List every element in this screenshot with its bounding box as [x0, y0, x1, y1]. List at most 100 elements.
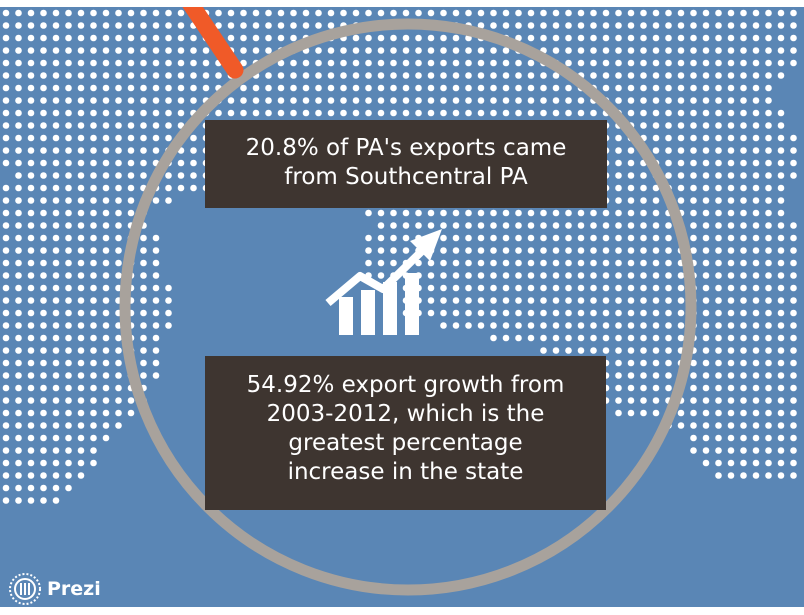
map-dot — [640, 397, 647, 404]
map-dot — [115, 422, 122, 429]
map-dot — [652, 34, 660, 42]
map-dot — [540, 9, 547, 17]
map-dot — [727, 59, 735, 67]
map-dot — [640, 84, 647, 92]
map-dot — [740, 384, 747, 392]
map-dot — [590, 234, 597, 242]
map-dot — [752, 384, 760, 392]
map-dot — [615, 359, 622, 367]
map-dot — [440, 297, 447, 304]
map-dot — [577, 47, 585, 54]
map-dot — [515, 234, 522, 242]
map-dot — [65, 334, 72, 342]
map-dot — [15, 347, 22, 354]
map-dot — [665, 322, 672, 329]
map-dot — [665, 172, 672, 179]
map-dot — [727, 372, 735, 379]
map-dot — [765, 409, 772, 417]
map-dot — [577, 222, 585, 229]
map-dot — [702, 372, 710, 379]
map-dot — [90, 309, 97, 317]
map-dot — [352, 47, 360, 54]
map-dot — [502, 234, 510, 242]
map-dot — [40, 109, 47, 117]
map-dot — [690, 59, 697, 67]
map-dot — [590, 284, 597, 292]
map-dot — [102, 309, 110, 317]
map-dot — [765, 159, 772, 167]
map-dot — [665, 272, 672, 279]
map-dot — [702, 9, 710, 17]
map-dot — [440, 84, 447, 92]
map-dot — [477, 297, 485, 304]
map-dot — [40, 297, 47, 304]
map-dot — [415, 72, 422, 79]
map-dot — [27, 409, 35, 417]
map-dot — [252, 97, 260, 104]
map-dot — [552, 34, 560, 42]
map-dot — [715, 297, 722, 304]
map-dot — [427, 9, 435, 17]
map-dot — [727, 347, 735, 354]
map-dot — [727, 259, 735, 267]
map-dot — [677, 59, 685, 67]
map-dot — [490, 272, 497, 279]
map-dot — [715, 222, 722, 229]
map-dot — [590, 272, 597, 279]
map-dot — [440, 209, 447, 217]
map-dot — [290, 59, 297, 67]
map-dot — [502, 334, 510, 342]
map-dot — [152, 272, 160, 279]
map-dot — [227, 34, 235, 42]
map-dot — [677, 172, 685, 179]
map-dot — [152, 247, 160, 254]
map-dot — [177, 109, 185, 117]
accent-stroke — [182, 7, 244, 79]
map-dot — [752, 334, 760, 342]
map-dot — [527, 309, 535, 317]
prezi-logo-text: Prezi — [47, 578, 101, 600]
map-dot — [402, 97, 410, 104]
map-dot — [740, 459, 747, 467]
map-dot — [465, 247, 472, 254]
map-dot — [740, 447, 747, 454]
map-dot — [452, 284, 460, 292]
map-dot — [765, 22, 772, 29]
map-dot — [690, 34, 697, 42]
map-dot — [27, 84, 35, 92]
map-dot — [590, 59, 597, 67]
map-dot — [502, 309, 510, 317]
map-dot — [77, 122, 85, 129]
map-dot — [665, 159, 672, 167]
map-dot — [502, 84, 510, 92]
map-dot — [790, 472, 797, 479]
map-dot — [727, 209, 735, 217]
map-dot — [40, 259, 47, 267]
map-dot — [602, 309, 610, 317]
map-dot — [765, 209, 772, 217]
map-dot — [602, 222, 610, 229]
map-dot — [690, 22, 697, 29]
map-dot — [565, 322, 572, 329]
map-dot — [590, 109, 597, 117]
map-dot — [640, 234, 647, 242]
map-dot — [90, 172, 97, 179]
map-dot — [540, 222, 547, 229]
map-dot — [15, 447, 22, 454]
map-dot — [127, 409, 135, 417]
map-dot — [677, 334, 685, 342]
map-dot — [627, 259, 635, 267]
map-dot — [77, 147, 85, 154]
map-dot — [27, 434, 35, 442]
map-dot — [440, 72, 447, 79]
map-dot — [652, 397, 660, 404]
map-dot — [352, 84, 360, 92]
map-dot — [152, 372, 160, 379]
map-dot — [352, 34, 360, 42]
map-dot — [127, 197, 135, 204]
map-dot — [665, 334, 672, 342]
map-dot — [790, 222, 797, 229]
map-dot — [715, 359, 722, 367]
map-dot — [52, 47, 60, 54]
map-dot — [65, 272, 72, 279]
